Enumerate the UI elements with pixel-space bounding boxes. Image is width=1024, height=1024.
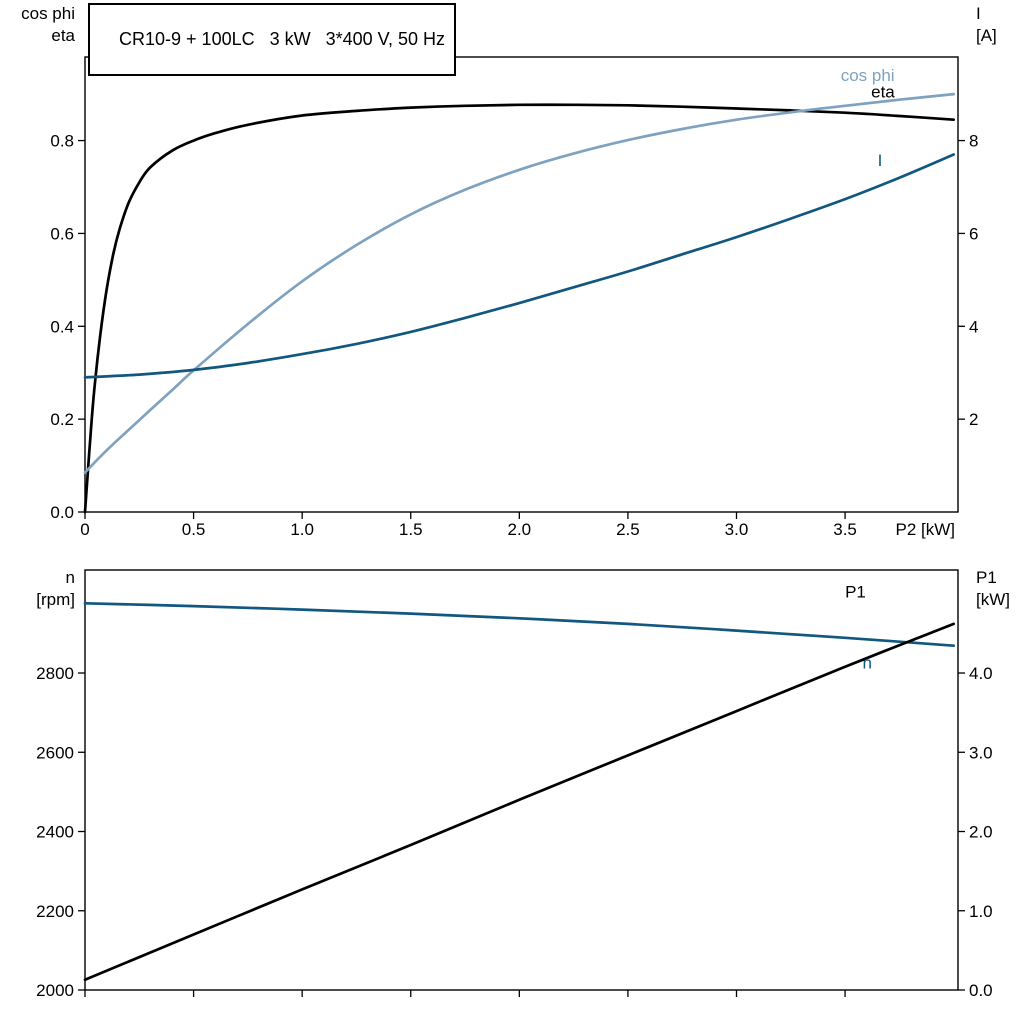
right-tick-label: 1.0 (969, 902, 993, 921)
left-tick-label: 2400 (36, 823, 74, 842)
right-axis-corner-label: [kW] (976, 590, 1010, 609)
left-tick-label: 2200 (36, 902, 74, 921)
chart-panel-1: 0 0.5 1.0 1.5 2.0 2.5 3.0 3.5 P2 [kW] 0.0 0.2 0.4 0.… (21, 4, 997, 539)
right-axis-corner-label: P1 (976, 568, 997, 587)
series-curve-p1 (83, 622, 956, 982)
series-label-cos-phi: cos phi (841, 66, 895, 85)
x-axis-label: P2 [kW] (895, 520, 955, 539)
left-tick-label: 0.6 (50, 224, 74, 243)
left-tick-label: 2000 (36, 981, 74, 1000)
series-label-eta: eta (871, 82, 895, 101)
right-tick-label: 4 (969, 317, 978, 336)
series-label-p1: P1 (845, 583, 866, 602)
plot-border (84, 56, 959, 513)
right-tick-label: 4.0 (969, 664, 993, 683)
right-axis-corner-label: [A] (976, 26, 997, 45)
series-label-i: I (878, 151, 883, 170)
series-label-n: n (862, 653, 871, 672)
x-tick-label: 3.0 (725, 520, 749, 539)
x-tick-label: 0 (80, 520, 89, 539)
series-curve-i (83, 153, 956, 379)
x-tick-label: 2.5 (616, 520, 640, 539)
chart-title-box: CR10-9 + 100LC 3 kW 3*400 V, 50 Hz (88, 3, 457, 76)
x-tick-label: 1.5 (399, 520, 423, 539)
chart-title: CR10-9 + 100LC 3 kW 3*400 V, 50 Hz (119, 29, 446, 49)
plot-border (84, 569, 959, 991)
left-tick-label: 0.4 (50, 317, 74, 336)
chart-panel-2: 2000 2200 2400 2600 2800 0.0 1.0 2.0 3.0 4.0 n [rpm… (36, 568, 1010, 1000)
x-tick-label: 3.5 (833, 520, 857, 539)
right-tick-label: 2 (969, 410, 978, 429)
right-tick-label: 3.0 (969, 743, 993, 762)
left-tick-label: 2600 (36, 743, 74, 762)
left-tick-label: 0.2 (50, 410, 74, 429)
left-axis-corner-label: eta (51, 26, 75, 45)
x-tick-label: 2.0 (508, 520, 532, 539)
left-tick-label: 0.0 (50, 503, 74, 522)
left-axis-corner-label: [rpm] (36, 590, 75, 609)
left-axis-corner-label: cos phi (21, 4, 75, 23)
left-axis-corner-label: n (66, 568, 75, 587)
series-curve-n (83, 601, 956, 648)
left-tick-label: 0.8 (50, 132, 74, 151)
x-tick-label: 1.0 (290, 520, 314, 539)
right-tick-label: 6 (969, 224, 978, 243)
left-tick-label: 2800 (36, 664, 74, 683)
right-tick-label: 2.0 (969, 823, 993, 842)
right-tick-label: 0.0 (969, 981, 993, 1000)
x-tick-label: 0.5 (182, 520, 206, 539)
series-curve-eta (83, 103, 956, 514)
right-tick-label: 8 (969, 132, 978, 151)
right-axis-corner-label: I (976, 4, 981, 23)
series-curve-cos-phi (83, 92, 956, 474)
